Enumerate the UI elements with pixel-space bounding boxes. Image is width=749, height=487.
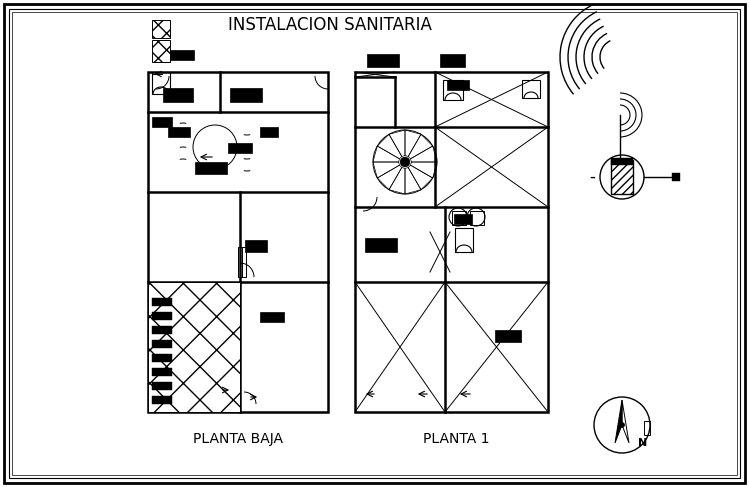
Bar [245,240,267,252]
Bar [470,211,484,225]
Bar [495,330,521,342]
Text: PLANTA 1: PLANTA 1 [423,432,490,446]
Bar [163,88,193,102]
Bar [195,162,227,174]
Text: N: N [638,438,647,448]
Bar [152,72,170,94]
Bar [242,247,246,277]
Bar [455,228,473,252]
Bar [148,282,240,412]
Bar [260,127,278,137]
Bar [152,382,172,390]
Text: -: - [589,168,595,186]
Bar [152,326,172,334]
Polygon shape [615,400,622,443]
Bar [230,88,262,102]
Bar [611,158,633,165]
Bar [148,72,328,412]
Bar [644,421,650,435]
Bar [452,211,466,225]
Bar [170,50,194,60]
Circle shape [619,423,625,428]
Bar [611,160,633,194]
Text: INSTALACION SANITARIA: INSTALACION SANITARIA [228,16,432,34]
Bar [367,54,399,67]
Bar [152,354,172,362]
Bar [228,143,252,153]
Bar [260,312,284,322]
Circle shape [400,157,410,167]
Bar [152,117,172,127]
Bar [238,247,242,277]
Bar [152,312,172,320]
Text: PLANTA BAJA: PLANTA BAJA [193,432,283,446]
Bar [443,80,463,100]
Bar [152,340,172,348]
Bar [355,72,548,412]
Bar [672,173,680,181]
Bar [454,214,472,224]
Bar [522,80,540,98]
Bar [168,127,190,137]
Bar [152,396,172,404]
Bar [447,80,469,90]
Bar [440,54,465,67]
Bar [152,20,170,38]
Bar [365,238,397,252]
Bar [152,298,172,306]
Bar [152,40,170,62]
Bar [152,368,172,376]
